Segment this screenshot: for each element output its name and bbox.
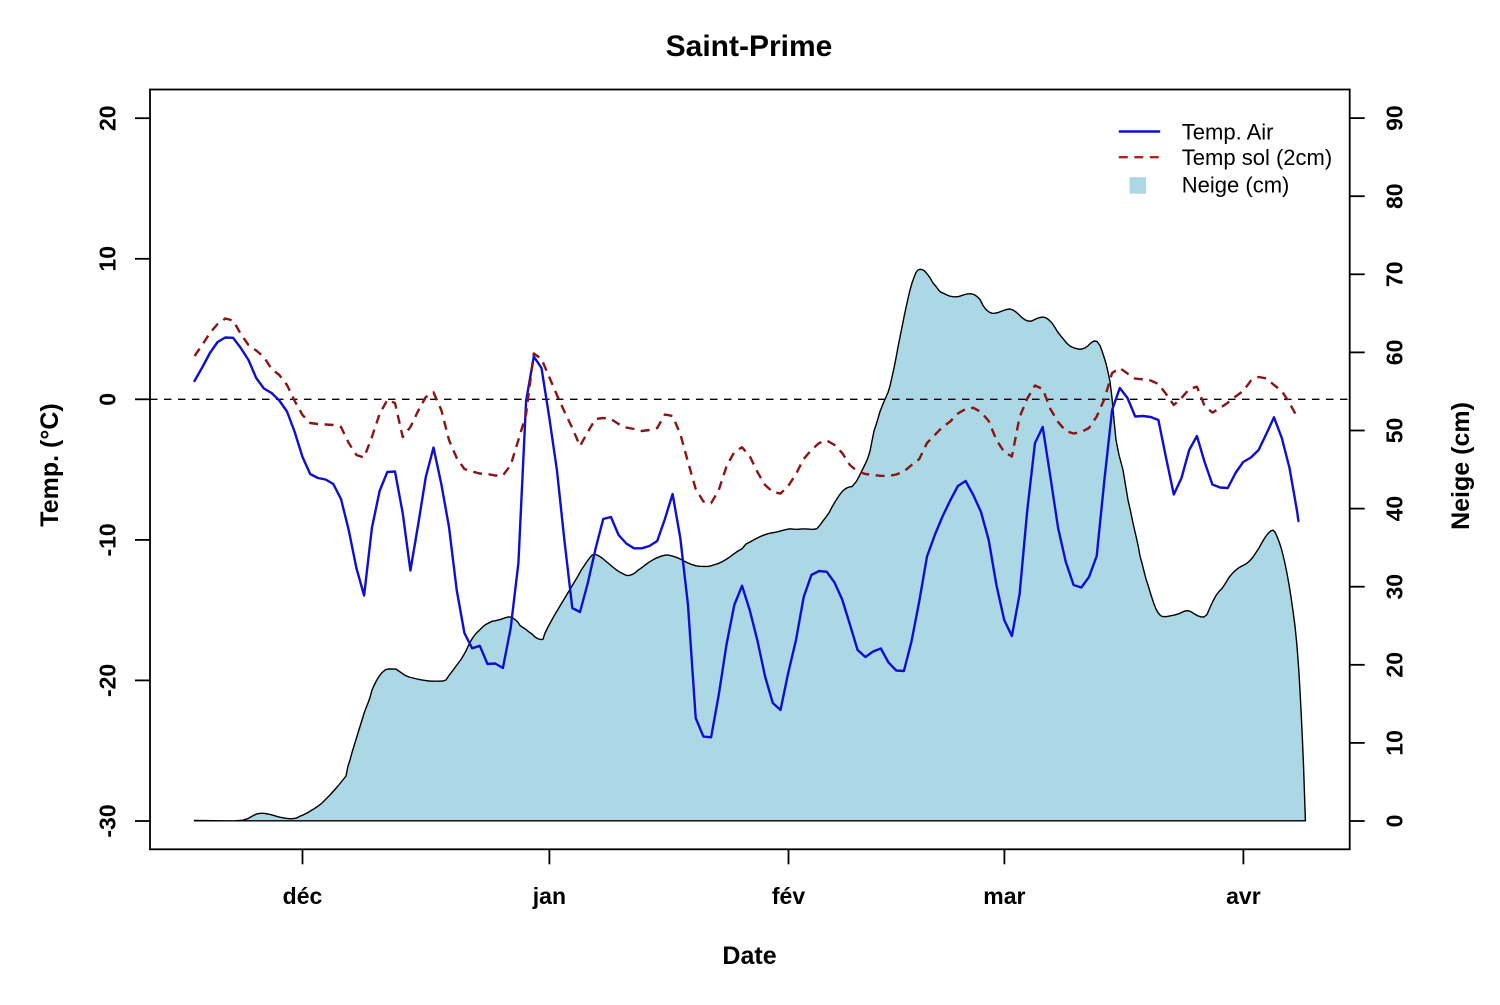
- svg-text:0: 0: [1382, 815, 1408, 828]
- svg-text:60: 60: [1382, 340, 1408, 366]
- svg-text:70: 70: [1382, 262, 1408, 288]
- svg-text:-30: -30: [95, 804, 121, 837]
- svg-text:Temp sol (2cm): Temp sol (2cm): [1182, 145, 1332, 170]
- svg-text:avr: avr: [1226, 883, 1261, 909]
- svg-text:Saint-Prime: Saint-Prime: [666, 30, 833, 63]
- svg-text:Neige (cm): Neige (cm): [1182, 173, 1290, 198]
- svg-text:-10: -10: [95, 523, 121, 556]
- svg-text:déc: déc: [283, 883, 323, 909]
- svg-text:Temp. Air: Temp. Air: [1182, 120, 1274, 145]
- svg-text:10: 10: [1382, 730, 1408, 756]
- svg-text:10: 10: [95, 246, 121, 272]
- svg-text:mar: mar: [983, 883, 1025, 909]
- svg-text:-20: -20: [95, 664, 121, 697]
- svg-text:0: 0: [95, 393, 121, 406]
- svg-text:fév: fév: [772, 883, 805, 909]
- svg-text:Neige (cm): Neige (cm): [1447, 402, 1475, 530]
- svg-text:90: 90: [1382, 105, 1408, 131]
- svg-text:20: 20: [1382, 652, 1408, 678]
- svg-text:20: 20: [95, 105, 121, 131]
- svg-text:jan: jan: [532, 883, 566, 909]
- svg-text:40: 40: [1382, 496, 1408, 522]
- svg-text:Temp. (°C): Temp. (°C): [36, 403, 64, 526]
- svg-text:50: 50: [1382, 418, 1408, 444]
- svg-text:80: 80: [1382, 183, 1408, 209]
- svg-text:30: 30: [1382, 574, 1408, 600]
- svg-text:Date: Date: [722, 942, 776, 970]
